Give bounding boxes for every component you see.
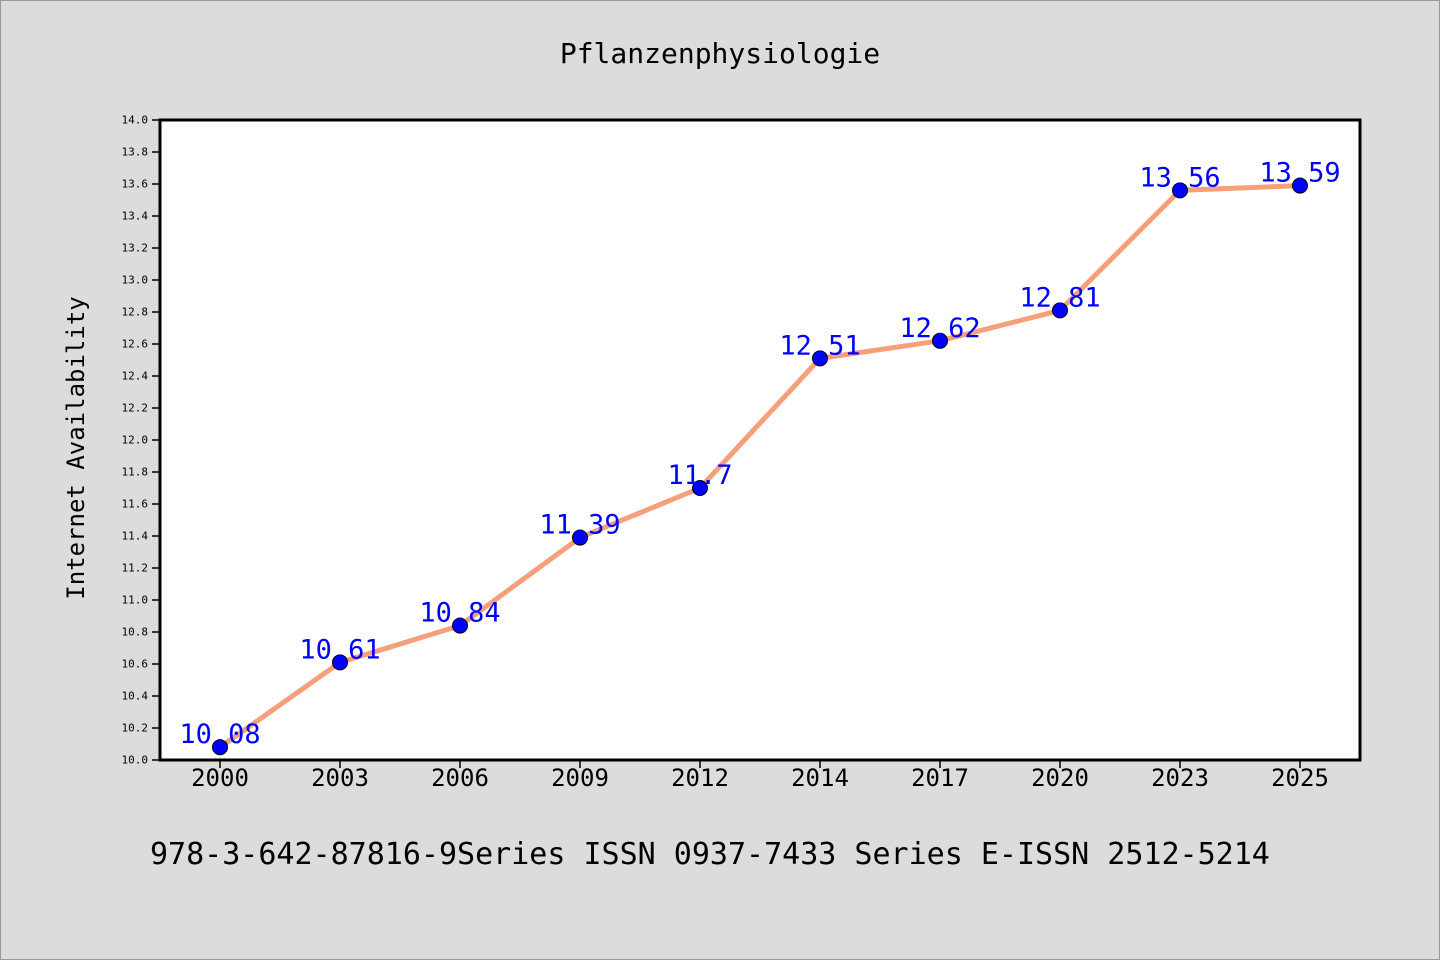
data-point: [572, 529, 588, 546]
data-label: 10.84: [419, 598, 500, 629]
x-tick-label: 2014: [791, 764, 849, 792]
data-label: 10.61: [299, 634, 380, 665]
x-tick-label: 2000: [191, 764, 249, 792]
data-point: [1172, 182, 1188, 199]
y-tick-label: 11.2: [122, 562, 149, 575]
y-tick-label: 13.4: [122, 210, 149, 223]
data-point: [332, 654, 348, 671]
y-tick-label: 12.6: [122, 338, 149, 351]
y-tick-label: 10.4: [122, 690, 149, 703]
y-tick-label: 13.0: [122, 274, 149, 287]
data-label: 12.51: [779, 330, 860, 361]
y-tick-label: 10.6: [122, 658, 149, 671]
data-labels-group: 10.08 10.61 10.84 11.39 11.7 12.51 12.62 12.81 1…: [179, 158, 1340, 751]
chart-title: Pflanzenphysiologie: [560, 37, 880, 70]
y-tick-label: 12.8: [122, 306, 149, 319]
y-axis-label: Internet Availability: [62, 296, 90, 599]
x-tick-label: 2003: [311, 764, 369, 792]
y-tick-label: 11.6: [122, 498, 149, 511]
y-tick-label: 10.8: [122, 626, 149, 639]
data-point: [692, 480, 708, 496]
plot-area: [158, 118, 1362, 762]
data-label: 11.7: [667, 460, 732, 491]
x-tick-label: 2012: [671, 764, 729, 792]
y-tick-label: 10.0: [122, 754, 149, 767]
y-tick-label: 13.8: [122, 146, 149, 159]
data-label: 10.08: [179, 719, 260, 750]
markers-group: [212, 177, 1308, 756]
series-line-group: [217, 183, 1303, 750]
data-point: [1292, 177, 1308, 194]
y-tick-label: 14.0: [122, 114, 149, 127]
x-tick-label: 2023: [1151, 764, 1209, 792]
y-tick-label: 11.4: [122, 530, 149, 543]
data-point: [932, 332, 948, 349]
data-label: 13.59: [1259, 158, 1340, 189]
data-label: 12.81: [1019, 282, 1100, 313]
x-tick-label: 2009: [551, 764, 609, 792]
y-tick-label: 11.0: [122, 594, 149, 607]
y-tick-label: 12.0: [122, 434, 149, 447]
x-tick-label: 2006: [431, 764, 489, 792]
data-label: 11.39: [539, 510, 620, 541]
y-axis: 10.0 10.2 10.4 10.6 10.8 11.0 11.2 11.4 11.6 11.8…: [122, 114, 160, 767]
y-tick-label: 12.2: [122, 402, 149, 415]
y-tick-label: 10.2: [122, 722, 149, 735]
y-tick-label: 12.4: [122, 370, 149, 383]
data-point: [812, 350, 828, 367]
y-tick-label: 13.6: [122, 178, 149, 191]
series-line: [217, 183, 1303, 750]
data-label: 12.62: [899, 313, 980, 344]
x-tick-label: 2020: [1031, 764, 1089, 792]
x-tick-label: 2025: [1271, 764, 1329, 792]
x-axis: 2000 2003 2006 2009 2012 2014 2017 2020 2023 2025: [191, 760, 1329, 792]
data-point: [452, 617, 468, 634]
y-tick-label: 11.8: [122, 466, 149, 479]
footer-text: 978-3-642-87816-9Series ISSN 0937-7433 S…: [150, 837, 1270, 872]
data-point: [1052, 302, 1068, 319]
y-tick-label: 13.2: [122, 242, 149, 255]
data-label: 13.56: [1139, 162, 1220, 193]
x-tick-label: 2017: [911, 764, 969, 792]
data-point: [212, 739, 228, 756]
